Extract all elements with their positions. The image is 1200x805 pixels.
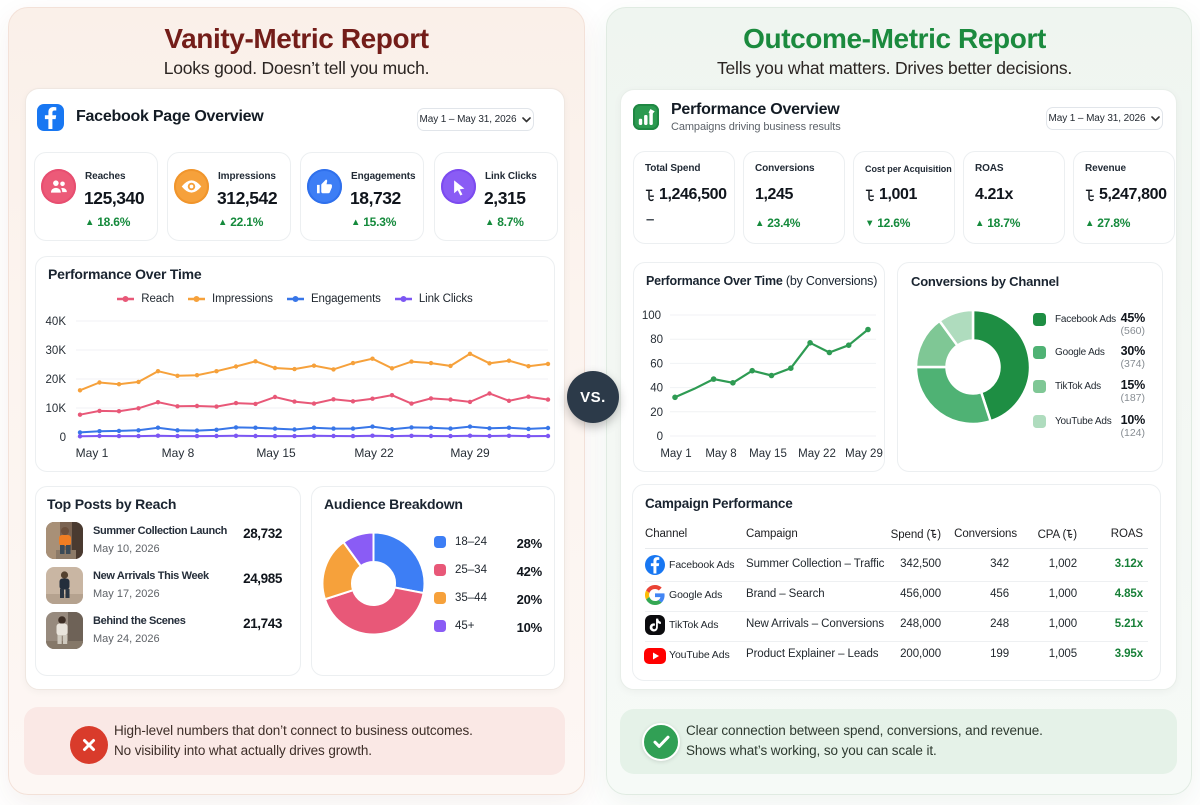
svg-text:May 8: May 8 (162, 446, 195, 460)
svg-text:100: 100 (642, 310, 661, 322)
svg-text:May 22: May 22 (798, 448, 836, 460)
svg-text:May 15: May 15 (256, 446, 296, 460)
svg-text:80: 80 (650, 334, 663, 346)
svg-text:May 29: May 29 (845, 448, 883, 460)
svg-text:40K: 40K (46, 316, 67, 328)
svg-text:May 15: May 15 (749, 448, 787, 460)
svg-text:May 22: May 22 (354, 446, 394, 460)
svg-text:40: 40 (650, 383, 663, 395)
svg-text:20: 20 (650, 407, 663, 419)
svg-text:May 8: May 8 (705, 448, 736, 460)
svg-text:0: 0 (60, 432, 66, 444)
svg-text:10K: 10K (46, 403, 67, 415)
svg-text:60: 60 (650, 358, 663, 370)
svg-text:May 1: May 1 (76, 446, 109, 460)
svg-text:0: 0 (657, 431, 663, 443)
svg-text:20K: 20K (46, 374, 67, 386)
svg-text:May 29: May 29 (450, 446, 490, 460)
svg-text:30K: 30K (46, 345, 67, 357)
svg-text:May 1: May 1 (660, 448, 691, 460)
